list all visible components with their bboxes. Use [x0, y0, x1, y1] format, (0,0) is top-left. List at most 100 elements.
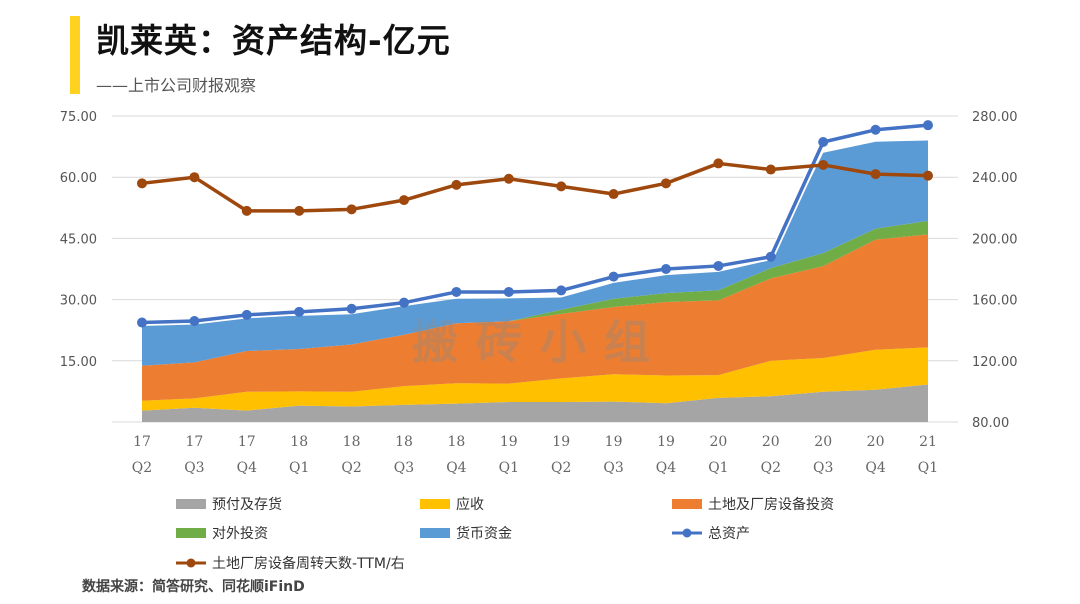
line-point [608, 189, 619, 200]
line-point [503, 286, 514, 297]
line-point [713, 260, 724, 271]
line-point [923, 170, 933, 181]
line-point [870, 124, 881, 135]
line-series [141, 123, 929, 325]
right-axis-tick: 240.00 [972, 171, 1018, 186]
area-series [142, 347, 928, 411]
legend-swatch [176, 499, 206, 509]
x-axis-tick-quarter: Q1 [289, 460, 309, 476]
line-point [765, 164, 776, 175]
x-axis-tick-year: 17 [238, 434, 256, 450]
page-subtitle: ——上市公司财报观察 [96, 76, 257, 95]
x-axis-tick-year: 20 [762, 434, 780, 450]
x-axis-tick-year: 19 [552, 434, 570, 450]
area-series [142, 384, 928, 422]
legend-label: 土地厂房设备周转天数-TTM/右 [212, 555, 405, 572]
right-axis-tick: 160.00 [972, 294, 1018, 309]
right-axis-tick: 120.00 [972, 355, 1018, 370]
legend-label: 土地及厂房设备投资 [708, 496, 834, 513]
legend-swatch [420, 528, 450, 538]
line-point [818, 159, 829, 170]
line-point [346, 303, 357, 314]
line-point [399, 297, 409, 308]
x-axis-tick-quarter: Q3 [184, 460, 204, 476]
line-point [503, 173, 514, 184]
line-point [923, 120, 933, 131]
x-axis-tick-quarter: Q4 [446, 460, 466, 476]
right-axis-tick: 200.00 [972, 232, 1018, 247]
page-title: 凯莱英：资产结构-亿元 [96, 21, 451, 60]
x-axis-tick-year: 18 [395, 434, 413, 450]
line-point [241, 309, 252, 320]
line-point [556, 285, 567, 296]
line-point [189, 316, 200, 327]
line-point [346, 204, 357, 215]
line-point [661, 178, 671, 189]
legend-swatch [672, 499, 702, 509]
x-axis-tick-year: 20 [867, 434, 885, 450]
legend-marker [682, 528, 692, 538]
line-point [294, 306, 305, 317]
line-point [137, 178, 147, 189]
x-axis-tick-quarter: Q2 [132, 460, 152, 476]
x-axis-tick-quarter: Q2 [551, 460, 571, 476]
legend-label: 对外投资 [212, 526, 268, 542]
area-series [142, 140, 928, 366]
x-axis-tick-year: 21 [919, 434, 937, 450]
left-axis-tick: 75.00 [60, 110, 97, 125]
line-point [241, 205, 252, 216]
right-axis-tick: 280.00 [972, 110, 1018, 125]
line-point [137, 317, 147, 328]
line-point [451, 286, 462, 297]
x-axis-tick-year: 18 [343, 434, 361, 450]
x-axis-tick-quarter: Q1 [499, 460, 519, 476]
line-point [661, 264, 671, 274]
line-point [294, 205, 305, 216]
x-axis-tick-year: 20 [709, 434, 727, 450]
legend-marker [186, 558, 196, 568]
x-axis-tick-quarter: Q2 [761, 460, 781, 476]
x-axis-tick-year: 19 [605, 434, 623, 450]
line-point [451, 179, 462, 190]
data-source-note: 数据来源：简答研究、同花顺iFinD [82, 579, 305, 595]
x-axis-tick-quarter: Q4 [237, 460, 257, 476]
line-point [765, 251, 776, 262]
legend-label: 应收 [456, 496, 484, 513]
left-axis-tick: 30.00 [60, 294, 97, 309]
legend-label: 货币资金 [456, 525, 512, 542]
x-axis-tick-year: 17 [133, 434, 151, 450]
x-axis-tick-quarter: Q1 [918, 460, 938, 476]
line-point [189, 172, 200, 183]
x-axis-tick-quarter: Q1 [708, 460, 728, 476]
x-axis-tick-year: 18 [290, 434, 308, 450]
x-axis-tick-year: 19 [657, 434, 675, 450]
x-axis-tick-quarter: Q4 [656, 460, 676, 476]
line-point [870, 169, 881, 180]
watermark-text: 搬砖小组 [412, 315, 668, 369]
left-axis-tick: 45.00 [60, 232, 97, 247]
legend-label: 总资产 [708, 526, 750, 542]
x-axis-tick-quarter: Q3 [394, 460, 414, 476]
accent-bar [70, 16, 80, 94]
x-axis-tick-year: 20 [814, 434, 832, 450]
left-axis-tick: 15.00 [60, 355, 97, 370]
legend-label: 预付及存货 [212, 496, 282, 513]
line-point [556, 181, 567, 192]
x-axis-tick-quarter: Q2 [341, 460, 361, 476]
line-point [608, 271, 619, 282]
x-axis-tick-quarter: Q3 [603, 460, 623, 476]
left-axis-tick: 60.00 [60, 171, 97, 186]
legend-swatch [176, 528, 206, 538]
x-axis-tick-quarter: Q4 [865, 460, 885, 476]
x-axis-tick-quarter: Q3 [813, 460, 833, 476]
x-axis-tick-year: 17 [185, 434, 203, 450]
right-axis-tick: 80.00 [972, 416, 1009, 431]
x-axis-tick-year: 18 [447, 434, 465, 450]
line-point [399, 195, 409, 206]
line-series [141, 161, 929, 213]
legend-swatch [420, 499, 450, 509]
line-point [713, 158, 724, 169]
line-point [818, 137, 829, 148]
x-axis-tick-year: 19 [500, 434, 518, 450]
